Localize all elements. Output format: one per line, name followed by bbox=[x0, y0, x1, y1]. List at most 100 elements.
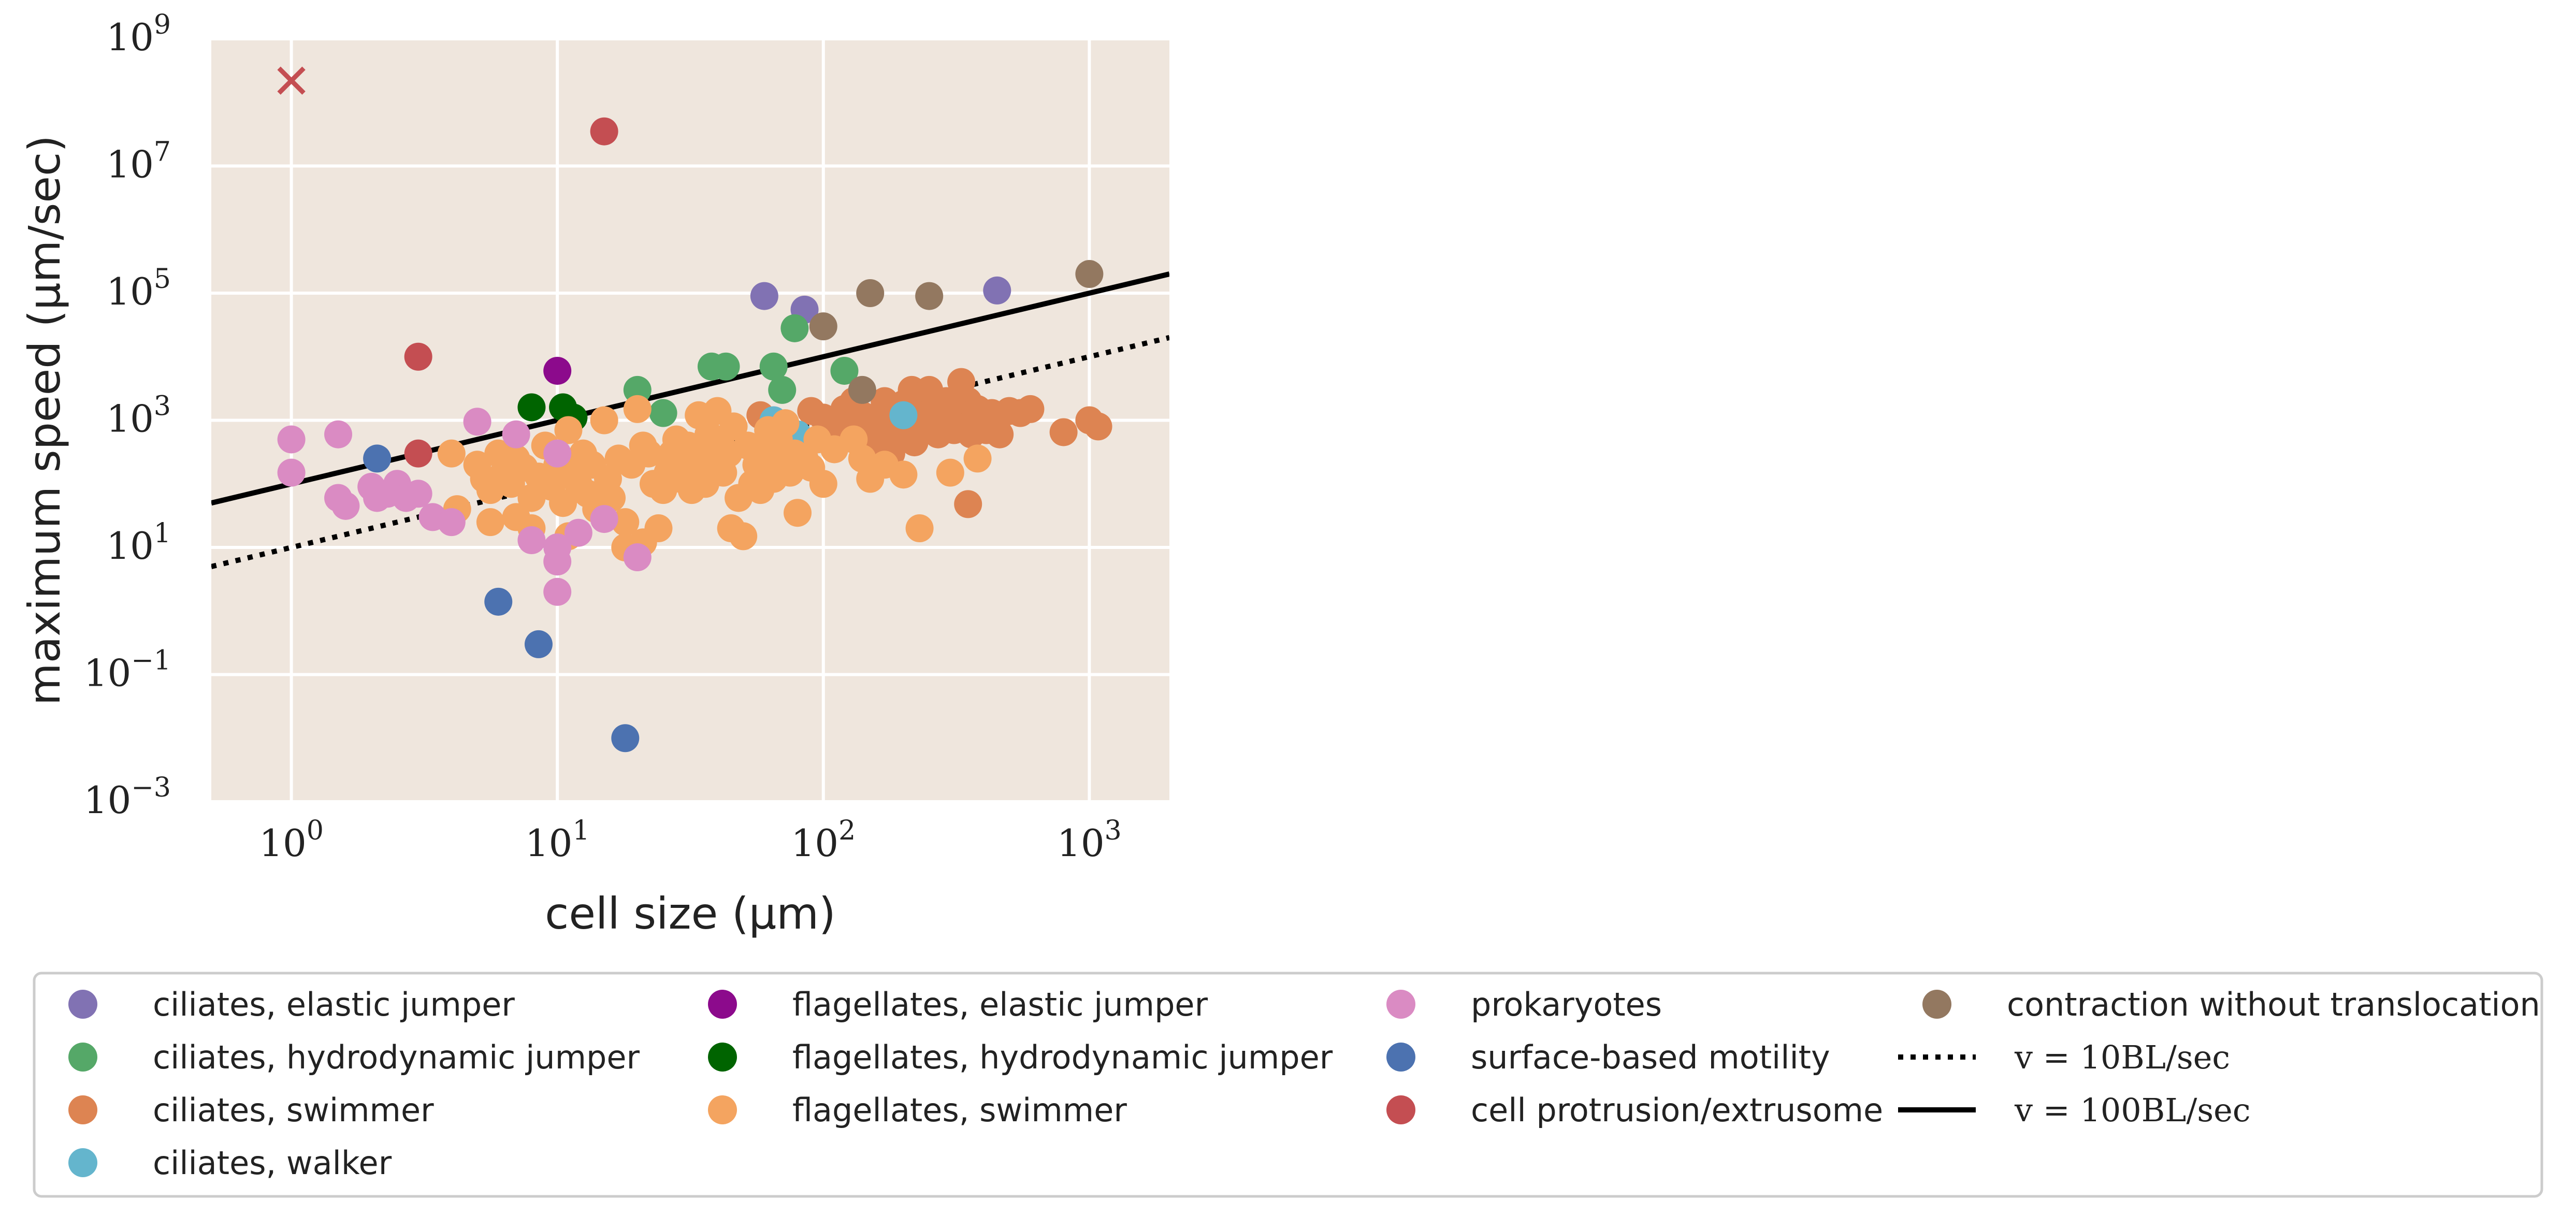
legend-marker bbox=[68, 990, 97, 1019]
legend-label: contraction without translocation bbox=[2007, 986, 2540, 1023]
data-point bbox=[623, 543, 652, 572]
data-point bbox=[463, 408, 491, 436]
data-point bbox=[963, 444, 992, 473]
legend-label: flagellates, hydrodynamic jumper bbox=[792, 1038, 1333, 1076]
data-point bbox=[611, 724, 640, 753]
data-point bbox=[277, 458, 306, 487]
data-point bbox=[848, 375, 876, 404]
y-tick-label: 101 bbox=[106, 518, 171, 568]
data-point bbox=[771, 409, 800, 438]
legend-label: ciliates, hydrodynamic jumper bbox=[153, 1038, 640, 1076]
legend-label: cell protrusion/extrusome bbox=[1471, 1091, 1883, 1129]
data-point bbox=[856, 279, 885, 307]
series-cell-protrusion-extrusome bbox=[404, 117, 618, 468]
legend-item: contraction without translocation bbox=[1922, 986, 2540, 1023]
legend-marker bbox=[708, 1095, 737, 1124]
x-tick-label: 103 bbox=[1057, 815, 1122, 865]
data-point bbox=[900, 428, 929, 457]
y-tick-label: 10−3 bbox=[84, 772, 171, 822]
data-point bbox=[437, 439, 466, 468]
data-point bbox=[549, 489, 577, 517]
data-point bbox=[590, 505, 618, 533]
series-surface-based-motility bbox=[363, 444, 640, 753]
data-point bbox=[324, 420, 353, 449]
data-point bbox=[564, 518, 592, 547]
data-point bbox=[719, 412, 748, 441]
data-point bbox=[277, 425, 306, 454]
legend-label: ciliates, elastic jumper bbox=[153, 986, 515, 1023]
data-point bbox=[623, 395, 652, 423]
data-point bbox=[954, 490, 982, 518]
data-point bbox=[809, 470, 837, 498]
legend-marker bbox=[68, 1095, 97, 1124]
x-tick-label: 101 bbox=[525, 815, 590, 865]
y-tick-label: 105 bbox=[106, 264, 171, 313]
legend-item: ciliates, hydrodynamic jumper bbox=[68, 1038, 640, 1076]
data-point bbox=[543, 439, 572, 468]
series-ciliates-hydrodynamic-jumper bbox=[623, 314, 859, 427]
legend-marker bbox=[1922, 990, 1951, 1019]
data-point bbox=[983, 276, 1011, 305]
data-point bbox=[404, 480, 432, 508]
legend-item: ciliates, swimmer bbox=[68, 1091, 434, 1129]
data-point bbox=[363, 444, 392, 473]
data-point bbox=[1084, 412, 1112, 441]
series-ciliates-elastic-jumper bbox=[750, 276, 1011, 324]
legend-marker bbox=[1386, 990, 1415, 1019]
data-point bbox=[598, 484, 626, 512]
legend-item: flagellates, swimmer bbox=[708, 1091, 1127, 1129]
legend-item: cell protrusion/extrusome bbox=[1386, 1091, 1883, 1129]
data-point bbox=[404, 439, 432, 468]
data-point bbox=[1049, 418, 1078, 446]
legend-label: v = 100BL/sec bbox=[2014, 1091, 2251, 1129]
legend-label: flagellates, swimmer bbox=[792, 1091, 1127, 1129]
x-tick-label: 100 bbox=[259, 815, 324, 865]
series-ciliates-swimmer bbox=[746, 368, 1112, 518]
data-point bbox=[543, 577, 572, 606]
x-axis-label: cell size (μm) bbox=[545, 888, 836, 939]
legend-marker bbox=[708, 1043, 737, 1072]
y-tick-label: 107 bbox=[106, 137, 171, 186]
data-point bbox=[889, 460, 918, 489]
data-point bbox=[712, 352, 740, 381]
data-point bbox=[830, 356, 859, 385]
data-point bbox=[277, 66, 306, 95]
data-point bbox=[590, 406, 618, 435]
y-tick-label: 10−1 bbox=[84, 645, 171, 695]
legend-marker bbox=[68, 1043, 97, 1072]
data-point bbox=[986, 420, 1014, 449]
data-point bbox=[517, 526, 546, 555]
data-point bbox=[905, 514, 934, 543]
data-points bbox=[277, 66, 1112, 753]
data-point bbox=[1016, 395, 1045, 423]
legend-item: flagellates, elastic jumper bbox=[708, 986, 1208, 1023]
data-point bbox=[437, 508, 466, 537]
legend-item: v = 10BL/sec bbox=[1898, 1038, 2230, 1076]
data-point bbox=[649, 399, 677, 427]
series-prokaryotes bbox=[277, 408, 652, 606]
legend-item: surface-based motility bbox=[1386, 1038, 1830, 1076]
data-point bbox=[590, 117, 618, 146]
legend-label: flagellates, elastic jumper bbox=[792, 986, 1208, 1023]
legend-item: flagellates, hydrodynamic jumper bbox=[708, 1038, 1333, 1076]
reference-line-10bl bbox=[211, 335, 1169, 569]
legend-marker bbox=[708, 990, 737, 1019]
series-cell-protrusion-extrusome-outlier- bbox=[277, 66, 306, 95]
data-point bbox=[759, 352, 788, 381]
data-point bbox=[780, 314, 809, 342]
legend: ciliates, elastic jumper ciliates, hydrod… bbox=[33, 972, 2543, 1198]
tick-labels: 100 101 102 103 10−3 10−1 101 103 105 107 109 bbox=[84, 9, 1122, 865]
legend-marker bbox=[1386, 1043, 1415, 1072]
legend-item: prokaryotes bbox=[1386, 986, 1662, 1023]
legend-label: ciliates, swimmer bbox=[153, 1091, 434, 1129]
data-point bbox=[784, 499, 812, 527]
data-point bbox=[543, 547, 572, 576]
y-tick-label: 103 bbox=[106, 391, 171, 441]
data-point bbox=[502, 420, 530, 449]
data-point bbox=[517, 393, 546, 422]
legend-box bbox=[33, 972, 2543, 1198]
legend-marker bbox=[1386, 1095, 1415, 1124]
y-tick-label: 109 bbox=[106, 9, 171, 59]
data-point bbox=[524, 630, 553, 658]
